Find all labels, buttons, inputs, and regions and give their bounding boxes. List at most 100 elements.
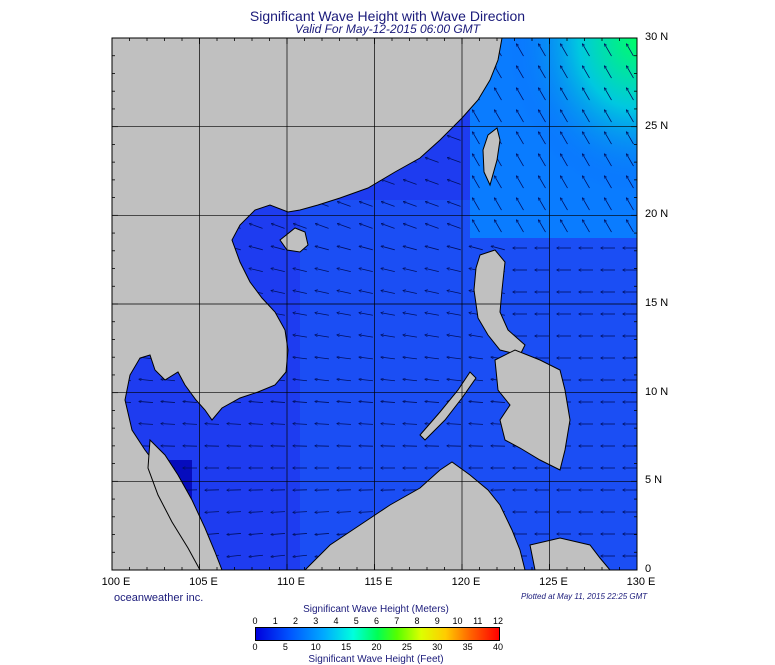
- legend-meter-tick: 3: [313, 616, 319, 626]
- wave-arrow: [315, 291, 329, 294]
- wave-arrow: [161, 424, 176, 425]
- wave-arrow: [447, 291, 461, 294]
- borneo-island: [304, 461, 526, 570]
- wave-arrow: [359, 246, 373, 251]
- legend-meter-tick: 6: [373, 616, 379, 626]
- wave-arrow: [161, 401, 176, 402]
- chart-title: Significant Wave Height with Wave Direct…: [249, 8, 526, 24]
- wave-arrow: [315, 268, 329, 273]
- wave-arrow: [539, 176, 546, 189]
- wave-arrow: [583, 176, 590, 189]
- wave-arrow: [381, 202, 395, 207]
- legend-meter-tick: 9: [434, 616, 440, 626]
- wave-arrow: [539, 198, 546, 211]
- wave-arrow: [583, 132, 590, 145]
- legend-meter-tick: 12: [492, 616, 503, 626]
- wave-arrow: [605, 110, 612, 123]
- wave-arrow: [381, 313, 395, 316]
- wave-arrow: [271, 424, 286, 425]
- wave-arrow: [139, 401, 154, 402]
- wave-arrow: [447, 224, 461, 229]
- wave-arrow: [337, 268, 351, 273]
- wave-arrow: [627, 44, 634, 57]
- wave-arrow: [469, 246, 483, 251]
- wave-arrow: [293, 268, 307, 273]
- wave-arrow: [473, 154, 480, 167]
- frame-ticks: [111, 37, 638, 571]
- wave-arrow: [293, 313, 307, 316]
- latitude-label: 10 N: [645, 385, 669, 398]
- wave-arrow: [315, 357, 329, 360]
- wave-arrow: [359, 268, 373, 273]
- wave-arrow: [425, 268, 439, 273]
- wave-arrow: [249, 268, 263, 273]
- legend-meter-tick: 4: [333, 616, 339, 626]
- legend-meter-tick: 7: [394, 616, 400, 626]
- wave-arrow: [403, 246, 417, 251]
- wave-arrow: [539, 154, 546, 167]
- wave-arrow: [447, 379, 462, 380]
- legend-meter-tick: 8: [414, 616, 420, 626]
- wave-arrow: [425, 180, 439, 185]
- wave-arrow: [517, 88, 524, 101]
- wave-arrow: [293, 512, 308, 513]
- wave-arrow: [627, 176, 634, 189]
- wave-arrow: [359, 224, 373, 229]
- chart-subtitle: Valid For May-12-2015 06:00 GMT: [295, 22, 480, 36]
- wave-arrow: [381, 268, 395, 273]
- wave-arrow: [249, 555, 264, 556]
- longitude-label: 105 E: [189, 576, 218, 588]
- wave-arrow: [293, 401, 308, 402]
- wave-arrow: [381, 224, 395, 229]
- wave-arrow: [359, 291, 373, 294]
- wave-arrow: [359, 335, 373, 338]
- latitude-label: 20 N: [645, 208, 669, 221]
- credit-text: oceanweather inc.: [114, 592, 204, 604]
- wave-arrow: [539, 88, 546, 101]
- wave-arrow: [605, 176, 612, 189]
- wave-arrow: [359, 202, 373, 207]
- wave-arrow: [627, 132, 634, 145]
- wave-arrow: [359, 512, 374, 513]
- wave-arrow: [495, 66, 502, 79]
- wave-arrow: [425, 313, 439, 316]
- wave-arrow: [473, 110, 480, 123]
- wave-arrow: [447, 357, 461, 360]
- wave-arrow: [293, 424, 308, 425]
- legend-feet-tick: 15: [341, 642, 352, 652]
- wave-arrow: [583, 220, 590, 233]
- legend-meter-tick: 1: [272, 616, 278, 626]
- wave-arrow: [425, 291, 439, 294]
- wave-arrow: [561, 88, 568, 101]
- wave-arrow: [539, 44, 546, 57]
- wave-arrow: [403, 291, 417, 294]
- longitude-label: 110 E: [277, 576, 305, 588]
- wave-arrow: [425, 335, 439, 338]
- wave-arrow: [425, 401, 440, 402]
- plotted-timestamp: Plotted at May 11, 2015 22:25 GMT: [521, 592, 648, 601]
- wave-arrow: [271, 533, 286, 534]
- legend-meter-tick: 0: [252, 616, 258, 626]
- wave-arrow: [627, 220, 634, 233]
- legend-feet-tick: 0: [252, 642, 258, 652]
- wave-arrow: [491, 401, 506, 402]
- wave-arrow: [139, 424, 154, 425]
- wave-arrow: [447, 268, 461, 273]
- wave-arrow: [517, 198, 524, 211]
- wave-arrow: [517, 66, 524, 79]
- wave-arrow: [249, 512, 264, 513]
- wave-arrow: [315, 533, 330, 534]
- legend-meter-tick: 2: [292, 616, 298, 626]
- wave-arrow: [517, 132, 524, 145]
- wave-arrow: [469, 401, 484, 402]
- wave-arrow: [271, 401, 286, 402]
- visayas-mindanao: [494, 349, 571, 471]
- wave-arrow: [227, 512, 242, 513]
- latitude-label: 25 N: [645, 119, 669, 132]
- wave-arrow: [249, 401, 264, 402]
- wave-arrow: [539, 220, 546, 233]
- wave-arrow: [337, 291, 351, 294]
- lat-lon-grid: [112, 38, 637, 570]
- wave-arrow: [583, 110, 590, 123]
- wave-arrow: [403, 180, 417, 185]
